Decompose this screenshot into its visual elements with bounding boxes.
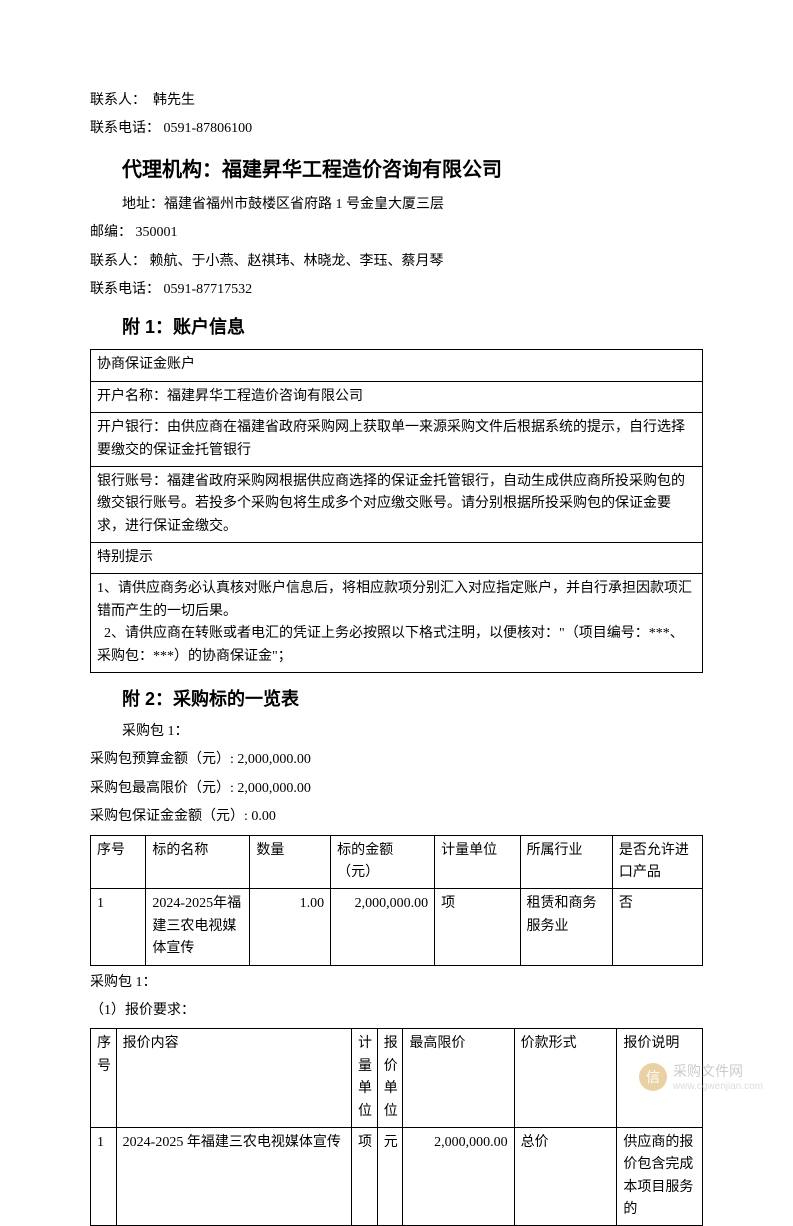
budget-value: 2,000,000.00 xyxy=(237,752,311,767)
qtd-content: 2024-2025 年福建三农电视媒体宣传 xyxy=(116,1127,351,1226)
maxprice-value: 2,000,000.00 xyxy=(237,781,311,796)
qtd-unit: 项 xyxy=(352,1127,378,1226)
qth-content: 报价内容 xyxy=(116,1029,351,1128)
agency-heading-value: 福建昇华工程造价咨询有限公司 xyxy=(222,159,502,181)
qtd-seq: 1 xyxy=(91,1127,117,1226)
quote-row: 1 2024-2025 年福建三农电视媒体宣传 项 元 2,000,000.00… xyxy=(91,1127,703,1226)
contact-person-value: 韩先生 xyxy=(153,93,195,108)
agency-person-value: 赖航、于小燕、赵祺玮、林晓龙、李珏、蔡月琴 xyxy=(150,254,444,269)
agency-postcode-line: 邮编： 350001 xyxy=(90,222,703,244)
agency-heading-label: 代理机构： xyxy=(122,159,222,181)
contact-person-line: 联系人： 韩先生 xyxy=(90,90,703,112)
th-qty: 数量 xyxy=(250,835,331,889)
quote-req-label: （1）报价要求： xyxy=(90,1000,703,1022)
deposit-line: 采购包保证金金额（元）: 0.00 xyxy=(90,806,703,828)
agency-address-label: 地址： xyxy=(122,197,164,212)
contact-phone-label: 联系电话： xyxy=(90,121,160,136)
agency-person-line: 联系人： 赖航、于小燕、赵祺玮、林晓龙、李珏、蔡月琴 xyxy=(90,251,703,273)
agency-postcode-value: 350001 xyxy=(136,225,178,240)
td-seq: 1 xyxy=(91,889,146,965)
qth-max: 最高限价 xyxy=(403,1029,514,1128)
quote-table: 序号 报价内容 计量单位 报价单位 最高限价 价款形式 报价说明 1 2024-… xyxy=(90,1028,703,1226)
agency-phone-value: 0591-87717532 xyxy=(164,282,253,297)
agency-phone-line: 联系电话： 0591-87717532 xyxy=(90,279,703,301)
qtd-form: 总价 xyxy=(514,1127,617,1226)
maxprice-line: 采购包最高限价（元）: 2,000,000.00 xyxy=(90,778,703,800)
td-industry: 租赁和商务服务业 xyxy=(520,889,612,965)
qth-priceunit: 报价单位 xyxy=(377,1029,403,1128)
watermark-icon: 信 xyxy=(639,1063,667,1091)
table-row: 1 2024-2025年福建三农电视媒体宣传 1.00 2,000,000.00… xyxy=(91,889,703,965)
th-import: 是否允许进口产品 xyxy=(612,835,702,889)
appendix1-title: 附 1：账户信息 xyxy=(90,313,703,339)
th-unit: 计量单位 xyxy=(435,835,520,889)
td-name: 2024-2025年福建三农电视媒体宣传 xyxy=(146,889,250,965)
th-amount: 标的金额（元） xyxy=(331,835,435,889)
th-name: 标的名称 xyxy=(146,835,250,889)
contact-phone-line: 联系电话： 0591-87806100 xyxy=(90,118,703,140)
package2-label: 采购包 1： xyxy=(90,972,703,994)
td-amount: 2,000,000.00 xyxy=(331,889,435,965)
qtd-priceunit: 元 xyxy=(377,1127,403,1226)
td-import: 否 xyxy=(612,889,702,965)
account-row-1: 开户名称：福建昇华工程造价咨询有限公司 xyxy=(91,381,703,412)
account-row-0: 协商保证金账户 xyxy=(91,350,703,381)
account-info-table: 协商保证金账户 开户名称：福建昇华工程造价咨询有限公司 开户银行：由供应商在福建… xyxy=(90,349,703,673)
agency-address-line: 地址：福建省福州市鼓楼区省府路 1 号金皇大厦三层 xyxy=(90,194,703,216)
watermark-text: 采购文件网 xyxy=(673,1061,763,1081)
th-seq: 序号 xyxy=(91,835,146,889)
account-row-2: 开户银行：由供应商在福建省政府采购网上获取单一来源采购文件后根据系统的提示，自行… xyxy=(91,413,703,467)
qtd-desc: 供应商的报价包含完成本项目服务的 xyxy=(617,1127,703,1226)
deposit-value: 0.00 xyxy=(251,809,276,824)
budget-line: 采购包预算金额（元）: 2,000,000.00 xyxy=(90,749,703,771)
package-label: 采购包 1： xyxy=(90,721,703,743)
appendix2-title: 附 2：采购标的一览表 xyxy=(90,685,703,711)
agency-address-value: 福建省福州市鼓楼区省府路 1 号金皇大厦三层 xyxy=(164,197,444,212)
agency-heading: 代理机构：福建昇华工程造价咨询有限公司 xyxy=(90,153,703,182)
account-row-3: 银行账号：福建省政府采购网根据供应商选择的保证金托管银行，自动生成供应商所投采购… xyxy=(91,466,703,542)
account-row-5: 1、请供应商务必认真核对账户信息后，将相应款项分别汇入对应指定账户，并自行承担因… xyxy=(91,574,703,673)
th-industry: 所属行业 xyxy=(520,835,612,889)
table-header-row: 序号 标的名称 数量 标的金额（元） 计量单位 所属行业 是否允许进口产品 xyxy=(91,835,703,889)
qth-unit: 计量单位 xyxy=(352,1029,378,1128)
deposit-label: 采购包保证金金额（元）: xyxy=(90,809,251,824)
contact-phone-value: 0591-87806100 xyxy=(164,121,253,136)
watermark-sub: www.cgwenjian.com xyxy=(673,1081,763,1092)
td-qty: 1.00 xyxy=(250,889,331,965)
contact-person-label: 联系人： xyxy=(90,93,146,108)
agency-postcode-label: 邮编： xyxy=(90,225,132,240)
qth-seq: 序号 xyxy=(91,1029,117,1128)
qth-form: 价款形式 xyxy=(514,1029,617,1128)
quote-header-row: 序号 报价内容 计量单位 报价单位 最高限价 价款形式 报价说明 xyxy=(91,1029,703,1128)
items-table: 序号 标的名称 数量 标的金额（元） 计量单位 所属行业 是否允许进口产品 1 … xyxy=(90,835,703,966)
qtd-max: 2,000,000.00 xyxy=(403,1127,514,1226)
maxprice-label: 采购包最高限价（元）: xyxy=(90,781,237,796)
budget-label: 采购包预算金额（元）: xyxy=(90,752,237,767)
agency-person-label: 联系人： xyxy=(90,254,146,269)
watermark: 信 采购文件网 www.cgwenjian.com xyxy=(639,1061,763,1092)
agency-phone-label: 联系电话： xyxy=(90,282,160,297)
td-unit: 项 xyxy=(435,889,520,965)
account-row-4: 特别提示 xyxy=(91,543,703,574)
